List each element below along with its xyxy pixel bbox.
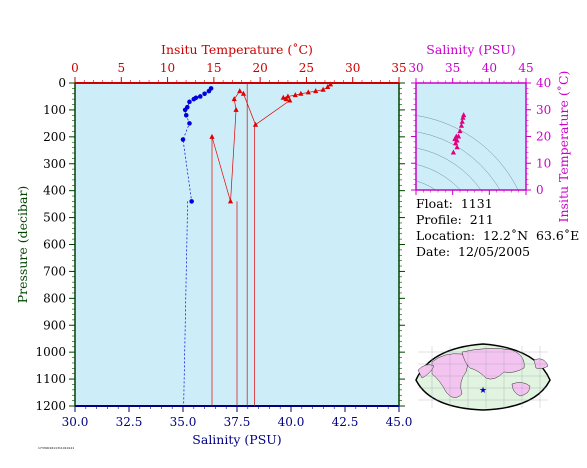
ts-point [450,149,456,155]
top-tick-label: 30 [345,61,360,75]
y-tick-label: 100 [43,103,66,117]
ts-y-tick-label: 10 [536,156,551,170]
y-tick-label: 200 [43,130,66,144]
temperature-point [320,86,326,92]
salinity-point [187,99,192,105]
temperature-point [233,106,239,112]
temperature-point [313,88,319,94]
temperature-point [283,96,289,102]
salinity-point [187,121,192,126]
temperature-point [237,88,243,94]
temperature-point [285,93,291,99]
top-tick-label: 5 [117,61,125,75]
continent-americas-east [417,364,435,379]
y-tick-label: 500 [43,211,66,225]
y-tick-label: 600 [43,238,66,252]
ts-x-tick-label: 40 [482,61,497,75]
ts-x-tick-label: 45 [518,61,533,75]
salinity-point [180,137,186,142]
temperature-point [240,90,247,96]
y-tick-label: 0 [58,76,66,90]
top-tick-label: 25 [299,61,314,75]
salinity-point [206,88,212,94]
top-tick-label: 20 [253,61,268,75]
ts-point [453,133,459,139]
temperature-point [298,90,304,96]
top-tick-label: 35 [391,61,406,75]
ts-point [459,118,465,124]
bottom-tick-label: 42.5 [332,415,359,429]
salinity-point [197,94,203,99]
salinity-point [202,91,207,97]
continent-americas-west [533,358,549,369]
temperature-point [227,198,234,204]
temperature-point [325,84,331,90]
bottom-tick-label: 30.0 [62,415,89,429]
y-tick-label: 900 [43,318,66,332]
temperature-point [327,81,334,87]
bottom-tick-label: 37.5 [224,415,251,429]
salinity-point [191,96,197,102]
temperature-point [292,92,298,98]
y-tick-label: 300 [43,157,66,171]
y-tick-label: 1000 [35,345,66,359]
top-tick-label: 15 [206,61,221,75]
y-tick-label: 1100 [35,372,66,386]
bottom-tick-label: 45.0 [386,415,413,429]
ts-x-tick-label: 35 [445,61,460,75]
ts-y-tick-label: 40 [536,76,551,90]
y-axis-title: Pressure (decibar) [15,186,30,304]
continent-australia [511,382,531,397]
ts-y-tick-label: 20 [536,130,551,144]
top-tick-label: 0 [71,61,79,75]
y-tick-label: 700 [43,264,66,278]
top-axis-title: Insitu Temperature (˚C) [161,42,313,57]
temperature-point [252,121,259,127]
salinity-point [182,107,188,113]
temperature-point [209,133,215,139]
bottom-tick-label: 32.5 [116,415,143,429]
ts-y-tick-label: 0 [536,183,544,197]
ts-point [461,112,467,118]
continent-africa [431,353,468,398]
y-tick-label: 400 [43,184,66,198]
bottom-tick-label: 40.0 [278,415,305,429]
location-label: Location: 12.2˚N 63.6˚E [416,228,580,243]
temperature-point [280,94,286,100]
world-map-inset: ★ [415,343,551,411]
bottom-axis-title: Salinity (PSU) [192,432,281,447]
ts-point [454,144,460,150]
ts-point [460,114,466,120]
ts-point [457,128,463,134]
temperature-point [287,97,293,103]
y-tick-label: 1200 [35,399,66,413]
salinity-point [183,113,189,118]
temperature-point [231,96,237,102]
top-tick-label: 10 [160,61,175,75]
ts-point [452,136,458,142]
main-profile-plot: 0 5 10 15 20 25 30 35 Insitu Temperature (˚C) 30.… [15,42,412,447]
ts-point [458,122,465,128]
footer-note: 1733001611311010121 [38,446,75,450]
float-location-star: ★ [479,386,487,396]
y-tick-label: 800 [43,291,66,305]
bottom-tick-label: 35.0 [170,415,197,429]
temperature-point [305,89,311,95]
profile-label: Profile: 211 [416,212,494,227]
ts-x-title: Salinity (PSU) [426,42,515,57]
salinity-point [189,199,194,204]
date-label: Date: 12/05/2005 [416,244,531,259]
ts-x-tick-label: 30 [408,61,423,75]
ts-y-tick-label: 30 [536,103,551,117]
ts-y-title: Insitu Temperature (˚C) [556,71,571,223]
ts-point [453,140,459,146]
float-label: Float: 1131 [416,196,493,211]
